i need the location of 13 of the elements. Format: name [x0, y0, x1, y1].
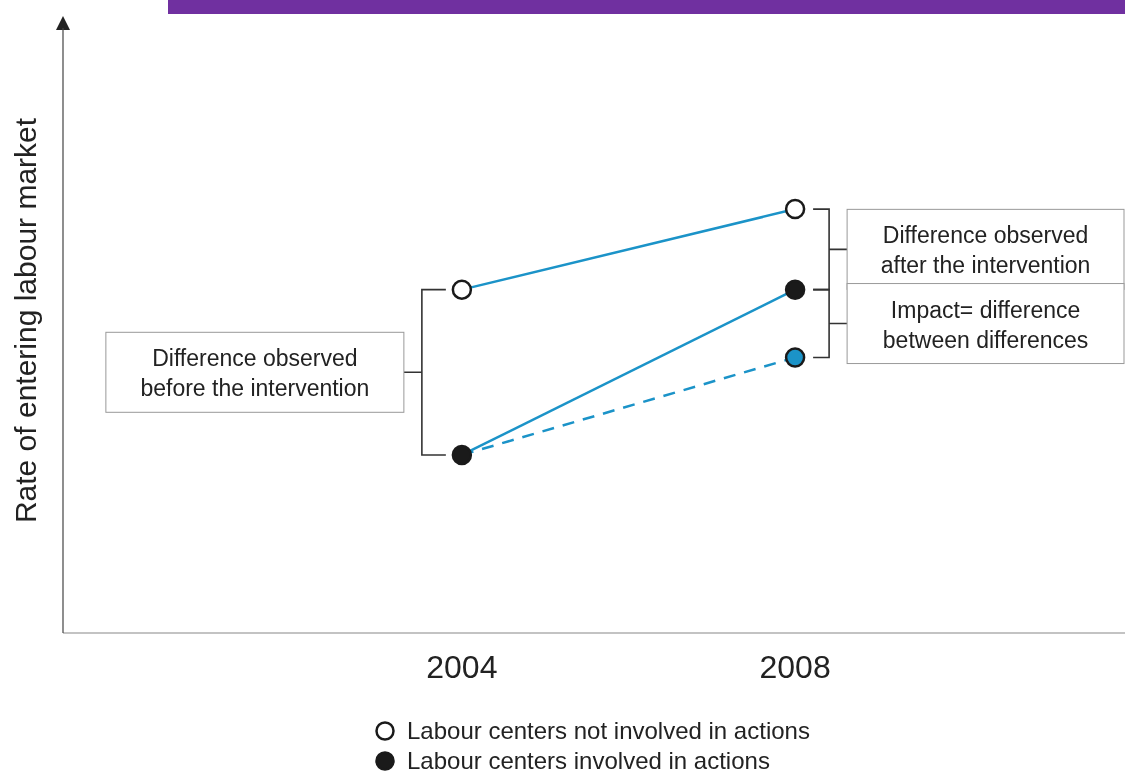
annotation: Difference observed before the intervention — [140, 345, 370, 402]
point — [451, 444, 473, 466]
annotation: Difference observed after the intervention — [880, 222, 1091, 279]
point — [784, 198, 806, 220]
point — [451, 279, 473, 300]
annotation: Impact= difference between differences — [882, 296, 1089, 353]
x-tick-label: 2008 — [759, 648, 831, 685]
y-axis-title: Rate of entering labour market — [9, 117, 42, 524]
point — [784, 347, 806, 368]
point — [784, 279, 806, 300]
x-tick-label: 2004 — [426, 648, 498, 685]
legend-label: Labour centers involved in actions — [407, 746, 770, 776]
legend-label: Labour centers not involved in actions — [407, 716, 810, 746]
